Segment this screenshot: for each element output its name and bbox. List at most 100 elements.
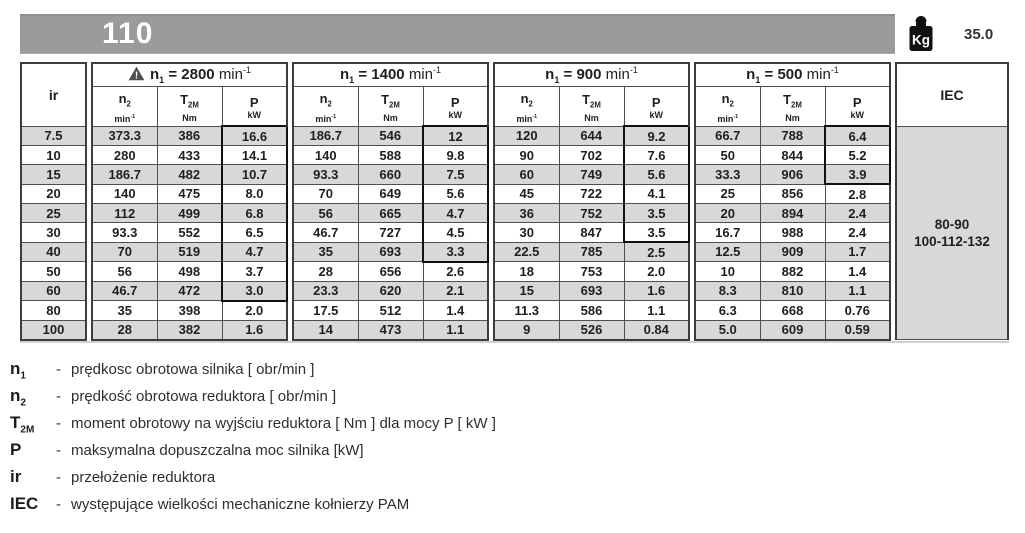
n2-value: 70	[292, 183, 359, 204]
n2-value: 30	[493, 222, 560, 243]
p-value: 2.4	[824, 222, 891, 243]
p-value: 6.8	[221, 203, 288, 223]
n2-value: 28	[292, 261, 359, 282]
p-value: 3.5	[623, 203, 690, 223]
legend-text: maksymalna dopuszczalna moc silnika [kW]	[71, 441, 364, 459]
legend-item: ir - przełożenie reduktora	[10, 467, 1025, 494]
p-value: 1.7	[824, 241, 891, 262]
n2-value: 5.0	[694, 319, 761, 341]
t2m-value: 526	[558, 319, 625, 341]
col-header-n2: n2 min-1	[292, 86, 359, 127]
n2-value: 186.7	[91, 164, 158, 185]
t2m-value: 588	[357, 145, 424, 165]
t2m-value: 668	[759, 300, 826, 321]
p-value: 4.1	[623, 183, 690, 204]
t2m-value: 398	[156, 300, 223, 321]
n2-value: 23.3	[292, 280, 359, 301]
t2m-value: 660	[357, 164, 424, 185]
p-value: 1.4	[824, 261, 891, 282]
n2-value: 10	[694, 261, 761, 282]
t2m-value: 665	[357, 203, 424, 223]
p-value: 12	[422, 125, 489, 146]
p-value: 9.8	[422, 145, 489, 165]
column-gap	[86, 63, 92, 340]
column-gap	[488, 63, 494, 340]
t2m-value: 386	[156, 125, 223, 146]
n2-value: 15	[493, 280, 560, 301]
legend-dash: -	[56, 360, 61, 378]
n2-value: 36	[493, 203, 560, 223]
n2-value: 93.3	[91, 222, 158, 243]
column-gap	[890, 63, 896, 340]
p-value: 5.6	[623, 164, 690, 185]
legend-symbol: IEC	[10, 493, 39, 513]
warning-icon: !	[128, 66, 145, 82]
col-header-n2: n2 min-1	[91, 86, 158, 127]
n2-value: 50	[694, 145, 761, 165]
legend-item: n2 - prędkość obrotowa reduktora [ obr/min…	[10, 386, 1025, 413]
n2-value: 18	[493, 261, 560, 282]
legend-text: moment obrotowy na wyjściu reduktora [ N…	[71, 414, 496, 432]
model-number: 110	[102, 17, 154, 50]
n2-value: 90	[493, 145, 560, 165]
svg-text:!: !	[135, 71, 138, 81]
p-value: 5.2	[824, 145, 891, 165]
legend-dash: -	[56, 468, 61, 486]
iec-value: 80-90 100-112-132	[895, 125, 1009, 340]
p-value: 2.8	[824, 183, 891, 204]
p-value: 0.59	[824, 319, 891, 341]
ir-value: 60	[20, 280, 87, 301]
p-value: 6.4	[824, 125, 891, 146]
iec-size-line: 100-112-132	[914, 233, 990, 249]
column-gap	[287, 63, 293, 340]
t2m-value: 433	[156, 145, 223, 165]
ir-value: 30	[20, 222, 87, 243]
n2-value: 11.3	[493, 300, 560, 321]
p-value: 2.1	[422, 280, 489, 301]
n2-value: 33.3	[694, 164, 761, 185]
ir-value: 100	[20, 319, 87, 341]
n2-value: 28	[91, 319, 158, 341]
p-value: 4.5	[422, 222, 489, 243]
iec-column-header: IEC	[895, 62, 1009, 127]
t2m-value: 586	[558, 300, 625, 321]
t2m-value: 909	[759, 241, 826, 262]
ir-value: 15	[20, 164, 87, 185]
weight-unit-label: Kg	[912, 33, 930, 48]
p-value: 1.6	[221, 319, 288, 341]
t2m-value: 693	[357, 241, 424, 262]
legend-symbol: T2M	[10, 412, 35, 435]
t2m-value: 702	[558, 145, 625, 165]
t2m-value: 693	[558, 280, 625, 301]
group-header-n1-2800: ! n1 = 2800 min-1	[91, 62, 288, 87]
t2m-value: 475	[156, 183, 223, 204]
spec-table: ir! n1 = 2800 min-1 n1 = 1400 min-1 n1 = 90…	[20, 62, 1009, 341]
legend-dash: -	[56, 387, 61, 405]
p-value: 1.4	[422, 300, 489, 321]
n2-value: 22.5	[493, 241, 560, 262]
legend-text: prędkość obrotowa reduktora [ obr/min ]	[71, 387, 337, 405]
n2-value: 112	[91, 203, 158, 223]
ir-value: 80	[20, 300, 87, 321]
t2m-value: 519	[156, 241, 223, 262]
p-value: 2.0	[623, 261, 690, 282]
n2-value: 70	[91, 241, 158, 262]
n2-value: 8.3	[694, 280, 761, 301]
p-value: 7.6	[623, 145, 690, 165]
p-value: 3.3	[422, 241, 489, 263]
n2-value: 60	[493, 164, 560, 185]
t2m-value: 785	[558, 241, 625, 262]
n2-value: 120	[493, 125, 560, 146]
n2-value: 14	[292, 319, 359, 341]
t2m-value: 482	[156, 164, 223, 185]
header-row: 110 Kg 35.0	[20, 14, 1025, 54]
n2-value: 46.7	[91, 280, 158, 301]
legend-item: T2M - moment obrotowy na wyjściu reduktora…	[10, 413, 1025, 440]
p-value: 0.76	[824, 300, 891, 321]
legend-dash: -	[56, 495, 61, 513]
legend-symbol: ir	[10, 466, 22, 486]
n2-value: 6.3	[694, 300, 761, 321]
